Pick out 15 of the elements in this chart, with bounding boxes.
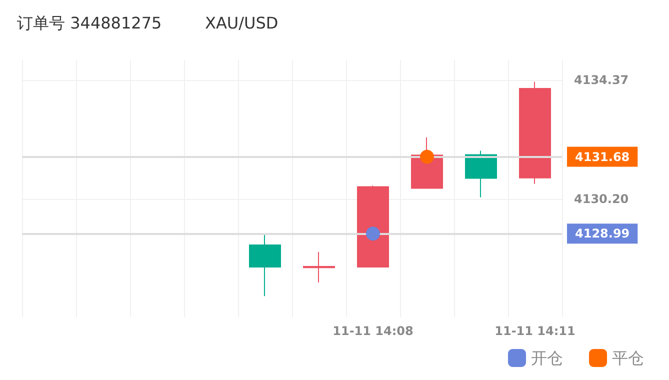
candlestick (465, 150, 497, 198)
ref-line-label: 4131.68 (575, 150, 630, 164)
x-tick-label: 11-11 14:08 (332, 324, 414, 338)
ref-line-label: 4128.99 (575, 226, 630, 241)
candlestick (357, 185, 389, 268)
x-tick-label: 11-11 14:11 (494, 324, 576, 338)
y-tick-label: 4130.20 (574, 192, 629, 206)
chart-title: 订单号 344881275 (17, 14, 162, 32)
candlestick (519, 81, 551, 184)
chart-subtitle: XAU/USD (205, 14, 278, 32)
candlestick (249, 234, 281, 297)
legend-label: 平仓 (612, 348, 644, 368)
legend-label: 开仓 (531, 348, 563, 368)
candlestick (303, 251, 335, 283)
y-tick-label: 4134.37 (574, 72, 629, 87)
